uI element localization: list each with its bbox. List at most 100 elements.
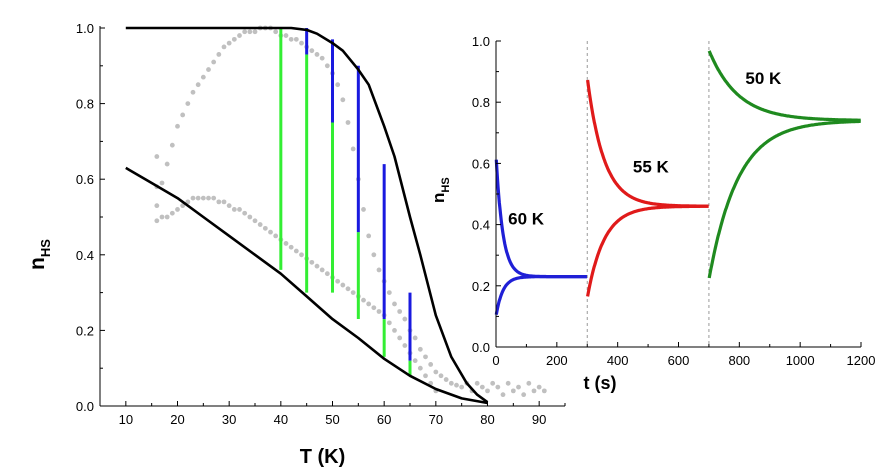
data-point [164, 214, 170, 220]
inset-y-tick-label: 0.8 [472, 95, 490, 110]
inset-y-tick-label: 0.6 [472, 156, 490, 171]
data-point [428, 362, 434, 367]
data-point [200, 195, 206, 201]
relaxation-curve [707, 119, 862, 279]
data-point [350, 146, 356, 152]
data-point [283, 241, 289, 246]
data-point [526, 380, 532, 386]
data-point [510, 388, 516, 394]
data-point [273, 233, 279, 239]
inset-y-tick-label: 1.0 [472, 34, 490, 49]
relaxation-curve [707, 50, 862, 122]
y-tick-label: 0.2 [76, 323, 94, 338]
data-point [361, 297, 366, 303]
data-point [490, 380, 496, 386]
x-tick-label: 30 [222, 412, 236, 427]
data-point [288, 36, 294, 42]
data-point [423, 354, 428, 360]
data-point [216, 199, 222, 205]
data-point [371, 252, 377, 258]
data-point [221, 199, 227, 205]
data-point [252, 29, 258, 35]
data-point [361, 207, 366, 212]
data-point [474, 380, 480, 386]
data-point [273, 29, 279, 35]
data-point [299, 252, 304, 258]
data-point [319, 267, 325, 273]
segment-label: 55 K [633, 158, 670, 177]
main-chart: 10 20 30 40 50 60 70 80 90 0.0 0.2 0.4 0.6 0.8 1.0 T (K… [26, 21, 566, 468]
data-point [190, 195, 196, 201]
data-point [309, 48, 315, 54]
data-point [412, 335, 418, 341]
data-point [226, 40, 232, 46]
data-point [521, 392, 527, 398]
data-point [402, 343, 408, 348]
data-point [402, 316, 408, 322]
data-point [340, 282, 346, 288]
data-point [505, 380, 511, 386]
inset-x-tick-label: 600 [668, 353, 690, 368]
data-point [154, 203, 160, 209]
inset-y-tick-label: 0.0 [472, 340, 490, 355]
data-point [479, 384, 485, 390]
data-point [185, 199, 191, 205]
y-axis-title: nHS [26, 239, 53, 270]
y-tick-label: 0.6 [76, 172, 94, 187]
data-point [324, 271, 330, 277]
data-point [169, 210, 175, 216]
data-point [417, 365, 423, 371]
data-point [190, 89, 196, 95]
data-point [206, 195, 211, 201]
data-point [345, 120, 351, 125]
data-point [366, 301, 372, 307]
data-point [438, 373, 444, 379]
data-point [459, 384, 465, 390]
data-point [180, 112, 186, 118]
data-point [443, 377, 449, 382]
data-point [293, 248, 299, 254]
data-point [314, 52, 320, 57]
data-point [175, 207, 180, 212]
series-line [125, 166, 488, 405]
inset-x-tick-label: 400 [607, 353, 629, 368]
data-point [293, 36, 299, 42]
data-point [454, 382, 459, 388]
inset-x-tick-label: 1000 [786, 353, 815, 368]
data-point [169, 142, 175, 148]
inset-y-tick-label: 0.4 [472, 218, 490, 233]
inset-chart: 60 K 55 K 50 K 0 200 400 600 800 1000 1200 0.0 0.2 0… [429, 34, 875, 393]
data-point [237, 207, 242, 212]
x-tick-label: 10 [119, 412, 133, 427]
data-point [164, 161, 170, 167]
inset-x-axis-title: t (s) [584, 373, 617, 393]
data-point [242, 29, 248, 35]
inset-x-tick-label: 800 [728, 353, 750, 368]
data-point [299, 40, 304, 46]
x-tick-label: 90 [532, 412, 546, 427]
data-point [159, 214, 165, 220]
data-point [536, 384, 542, 390]
data-point [180, 203, 186, 209]
relaxation-curve [586, 79, 710, 208]
y-tick-label: 0.4 [76, 248, 94, 263]
data-point [200, 74, 206, 80]
data-point [154, 218, 160, 224]
data-point [252, 218, 258, 224]
data-point [485, 388, 490, 394]
data-point [309, 259, 315, 265]
data-point [335, 278, 341, 284]
data-point [417, 346, 423, 352]
data-point [366, 233, 372, 239]
data-point [386, 320, 392, 326]
data-point [268, 229, 273, 235]
inset-y-axis-title-subscript: HS [440, 177, 452, 192]
data-point [195, 195, 201, 201]
data-point [392, 328, 397, 333]
x-tick-label: 40 [274, 412, 288, 427]
x-tick-label: 60 [377, 412, 391, 427]
data-point [423, 373, 428, 379]
data-point [221, 44, 227, 50]
data-point [541, 388, 547, 394]
